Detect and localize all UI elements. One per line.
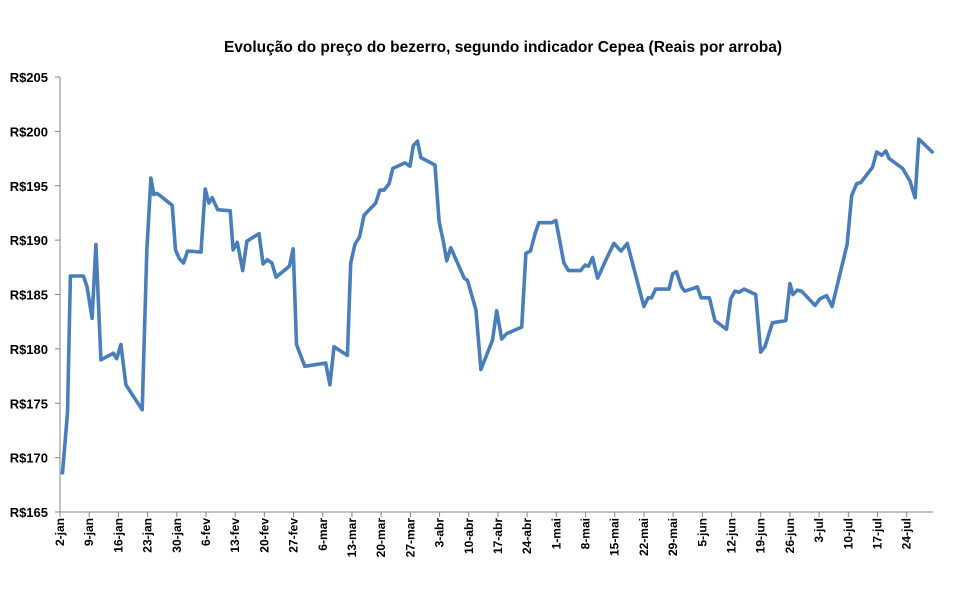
x-tick-label: 10-jul	[841, 518, 855, 549]
y-tick-label: R$180	[10, 342, 48, 357]
x-tick-label: 19-jun	[754, 518, 768, 553]
series-layer	[60, 137, 935, 475]
x-tick-label: 20-fev	[257, 518, 271, 553]
x-tick-label: 6-fev	[199, 518, 213, 546]
x-tick-label: 13-fev	[228, 518, 242, 553]
x-tick-label: 23-jan	[141, 518, 155, 553]
chart-title: Evolução do preço do bezerro, segundo in…	[224, 39, 782, 56]
x-tick-label: 13-mar	[345, 518, 359, 558]
y-axis: R$165 R$170 R$175 R$180 R$185 R$190 R$195 R$200…	[10, 70, 61, 520]
x-axis: 2-jan 9-jan 16-jan 23-jan 30-jan 6-fev 13-fev 2…	[53, 511, 933, 558]
x-tick-label: 15-mai	[608, 518, 622, 556]
y-tick-label: R$195	[10, 179, 48, 194]
y-tick-label: R$205	[10, 70, 48, 85]
y-tick-label: R$185	[10, 288, 48, 303]
x-tick-label: 12-jun	[725, 518, 739, 553]
x-tick-label: 27-mar	[403, 518, 417, 558]
price-series-line	[60, 137, 935, 475]
x-tick-label: 24-abr	[520, 518, 534, 554]
x-tick-label: 5-jun	[695, 518, 709, 547]
x-tick-label: 26-jun	[783, 518, 797, 553]
x-tick-label: 10-abr	[462, 518, 476, 554]
x-tick-label: 30-jan	[170, 518, 184, 553]
x-tick-label: 3-abr	[433, 518, 447, 548]
x-tick-label: 17-abr	[491, 518, 505, 554]
x-tick-label: 3-jul	[812, 518, 826, 543]
x-tick-label: 22-mai	[637, 518, 651, 556]
x-tick-label: 6-mar	[316, 518, 330, 551]
y-tick-label: R$190	[10, 233, 48, 248]
y-tick-label: R$170	[10, 451, 48, 466]
x-tick-label: 27-fev	[287, 518, 301, 553]
x-tick-label: 17-jul	[871, 518, 885, 549]
y-tick-label: R$200	[10, 124, 48, 139]
x-tick-label: 9-jan	[82, 518, 96, 546]
y-tick-label: R$165	[10, 505, 48, 520]
x-tick-label: 29-mai	[666, 518, 680, 556]
x-tick-label: 1-mai	[549, 518, 563, 549]
x-tick-label: 2-jan	[53, 518, 67, 546]
x-tick-label: 24-jul	[900, 518, 914, 549]
x-tick-label: 20-mar	[374, 518, 388, 558]
x-tick-label: 16-jan	[111, 518, 125, 553]
x-tick-label: 8-mai	[579, 518, 593, 549]
y-tick-label: R$175	[10, 396, 48, 411]
